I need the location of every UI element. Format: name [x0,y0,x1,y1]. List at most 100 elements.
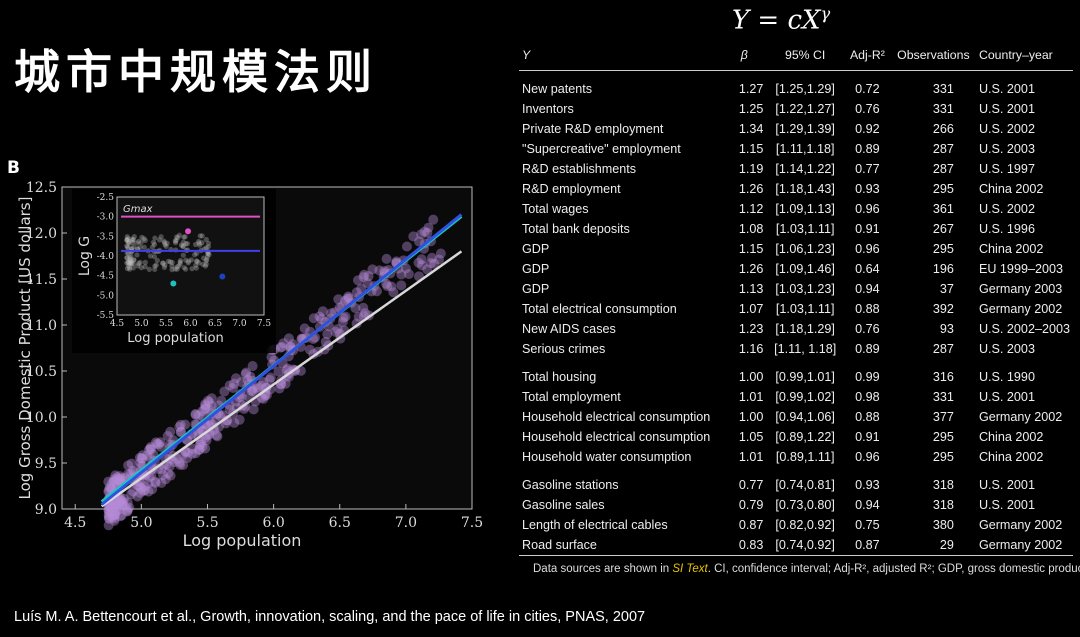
inset-point [183,241,189,247]
data-point [224,380,235,391]
data-point [193,410,204,421]
inset-point [127,264,133,271]
data-point [175,427,186,438]
data-point [320,316,331,327]
table-cell: Household electrical consumption [522,410,711,424]
inset-point [152,266,158,273]
table-cell: 0.91 [855,430,880,444]
data-point [116,473,127,484]
inset-point [128,260,134,266]
inset-y-tick-label: -4.0 [97,252,115,262]
data-point [134,476,145,487]
inset-point [174,266,180,272]
table-cell: 0.96 [855,242,880,256]
table-row: Household electrical consumption 1.05 [0.8… [519,427,1073,447]
y-tick-label: 12.0 [26,226,57,242]
data-point [314,311,325,322]
data-point [103,476,114,487]
inset-point [130,236,137,243]
inset-point [174,264,180,270]
table-cell: 0.72 [855,82,880,96]
inset-point [180,243,187,249]
table-cell: [0.99,1.02] [775,390,835,404]
inset-point [206,252,212,258]
inset-point [142,264,148,270]
inset-point [188,257,195,263]
data-point [108,476,119,487]
inset-point [129,236,135,242]
inset-point [194,258,200,264]
table-cell: 0.77 [855,162,880,176]
table-cell: 1.15 [738,142,764,156]
inset-point [164,240,170,246]
data-point [187,443,198,454]
inset-point [138,265,145,271]
table-cell: [0.82,0.92] [775,518,835,532]
inset-point [205,240,212,246]
table-row: R&D establishments 1.19 [1.14,1.22] 0.77 287… [519,159,1073,179]
data-point [113,498,124,509]
table-cell: [0.94,1.06] [775,410,835,424]
table-cell: [1.18,1.29] [775,322,835,336]
inset-point [126,240,132,247]
data-point [219,386,230,397]
data-point [139,485,150,496]
table-cell: 37 [939,282,954,296]
inset-point [165,258,172,264]
inset-point [203,245,209,251]
data-point [135,482,146,493]
table-cell: 0.75 [855,518,880,532]
data-point [422,227,433,238]
data-point [363,271,374,282]
table-cell: 0.93 [855,182,880,196]
inset-y-tick-label: -5.5 [97,311,115,321]
data-point [247,361,258,372]
inset-y-tick-label: -2.5 [97,193,115,203]
data-point [158,470,169,481]
table-cell: U.S. 2001 [978,498,1035,512]
table-cell: New patents [522,82,593,96]
table-cell: 1.26 [738,262,764,276]
data-point [134,452,145,463]
table-cell: New AIDS cases [522,322,616,336]
panel-label: B [7,158,20,178]
table-cell: 29 [890,535,976,556]
table-cell: Road surface [519,535,723,556]
inset-point [125,260,131,266]
table-cell: 0.87 [844,535,891,556]
inset-point [124,243,130,249]
data-point [107,512,118,523]
table-cell: 0.89 [855,342,880,356]
data-point [117,500,128,511]
data-point [317,306,328,317]
table-cell: Gasoline stations [522,478,619,492]
data-point [109,515,120,526]
data-point [374,265,385,276]
inset-point [137,259,143,266]
scaling-formula: Y = cXγ [732,4,831,36]
x-tick-label: 6.5 [329,515,351,531]
inset-point [154,257,160,264]
table-cell: Household electrical consumption [522,430,711,444]
data-point [246,385,257,396]
inset-point [180,252,186,258]
inset-point [176,232,183,238]
table-cell: 1.23 [738,322,764,336]
table-cell: 1.25 [738,102,764,116]
column-header: Y [519,40,723,71]
inset-point [146,266,152,272]
data-point [299,323,310,334]
inset-point [126,238,132,244]
data-point [175,459,186,470]
inset-point [141,236,147,242]
data-point [356,283,367,294]
table-cell: Household water consumption [522,450,692,464]
data-point [203,397,214,408]
data-point [352,275,363,286]
data-point [408,231,419,242]
data-point [229,378,240,389]
table-cell: Length of electrical cables [522,518,668,532]
data-point [162,431,173,442]
data-point [203,395,214,406]
inset-point [127,259,133,265]
